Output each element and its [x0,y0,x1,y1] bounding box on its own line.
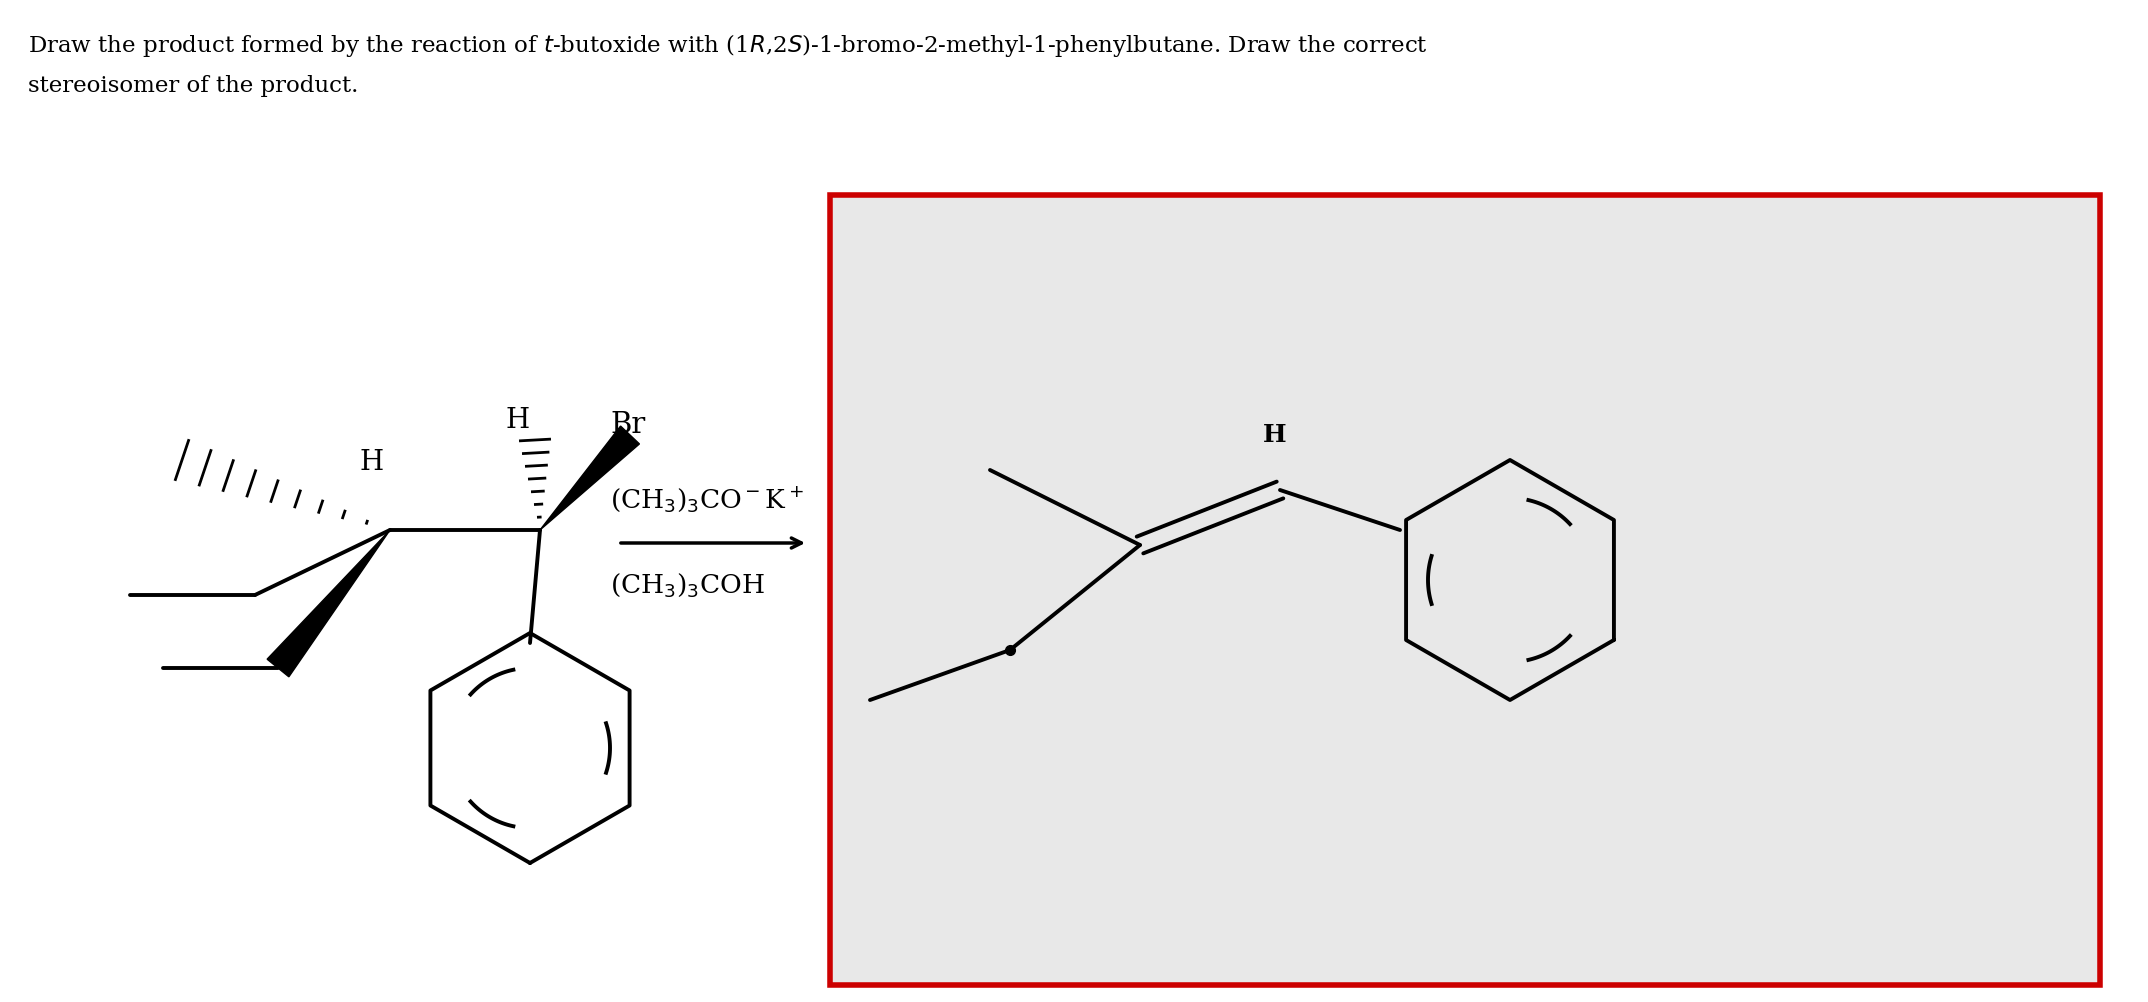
Text: H: H [507,407,531,434]
Text: Draw the product formed by the reaction of $t$-butoxide with (1$R$,2$S$)-1-bromo: Draw the product formed by the reaction … [28,32,1428,59]
Text: Br: Br [610,411,644,439]
Polygon shape [266,530,391,676]
Text: (CH$_3$)$_3$CO$^-$K$^+$: (CH$_3$)$_3$CO$^-$K$^+$ [610,485,803,515]
Text: H: H [1263,423,1287,447]
Polygon shape [539,426,640,530]
Text: stereoisomer of the product.: stereoisomer of the product. [28,75,359,97]
Text: H: H [361,449,384,476]
Bar [829,195,2101,985]
Text: (CH$_3$)$_3$COH: (CH$_3$)$_3$COH [610,571,765,599]
